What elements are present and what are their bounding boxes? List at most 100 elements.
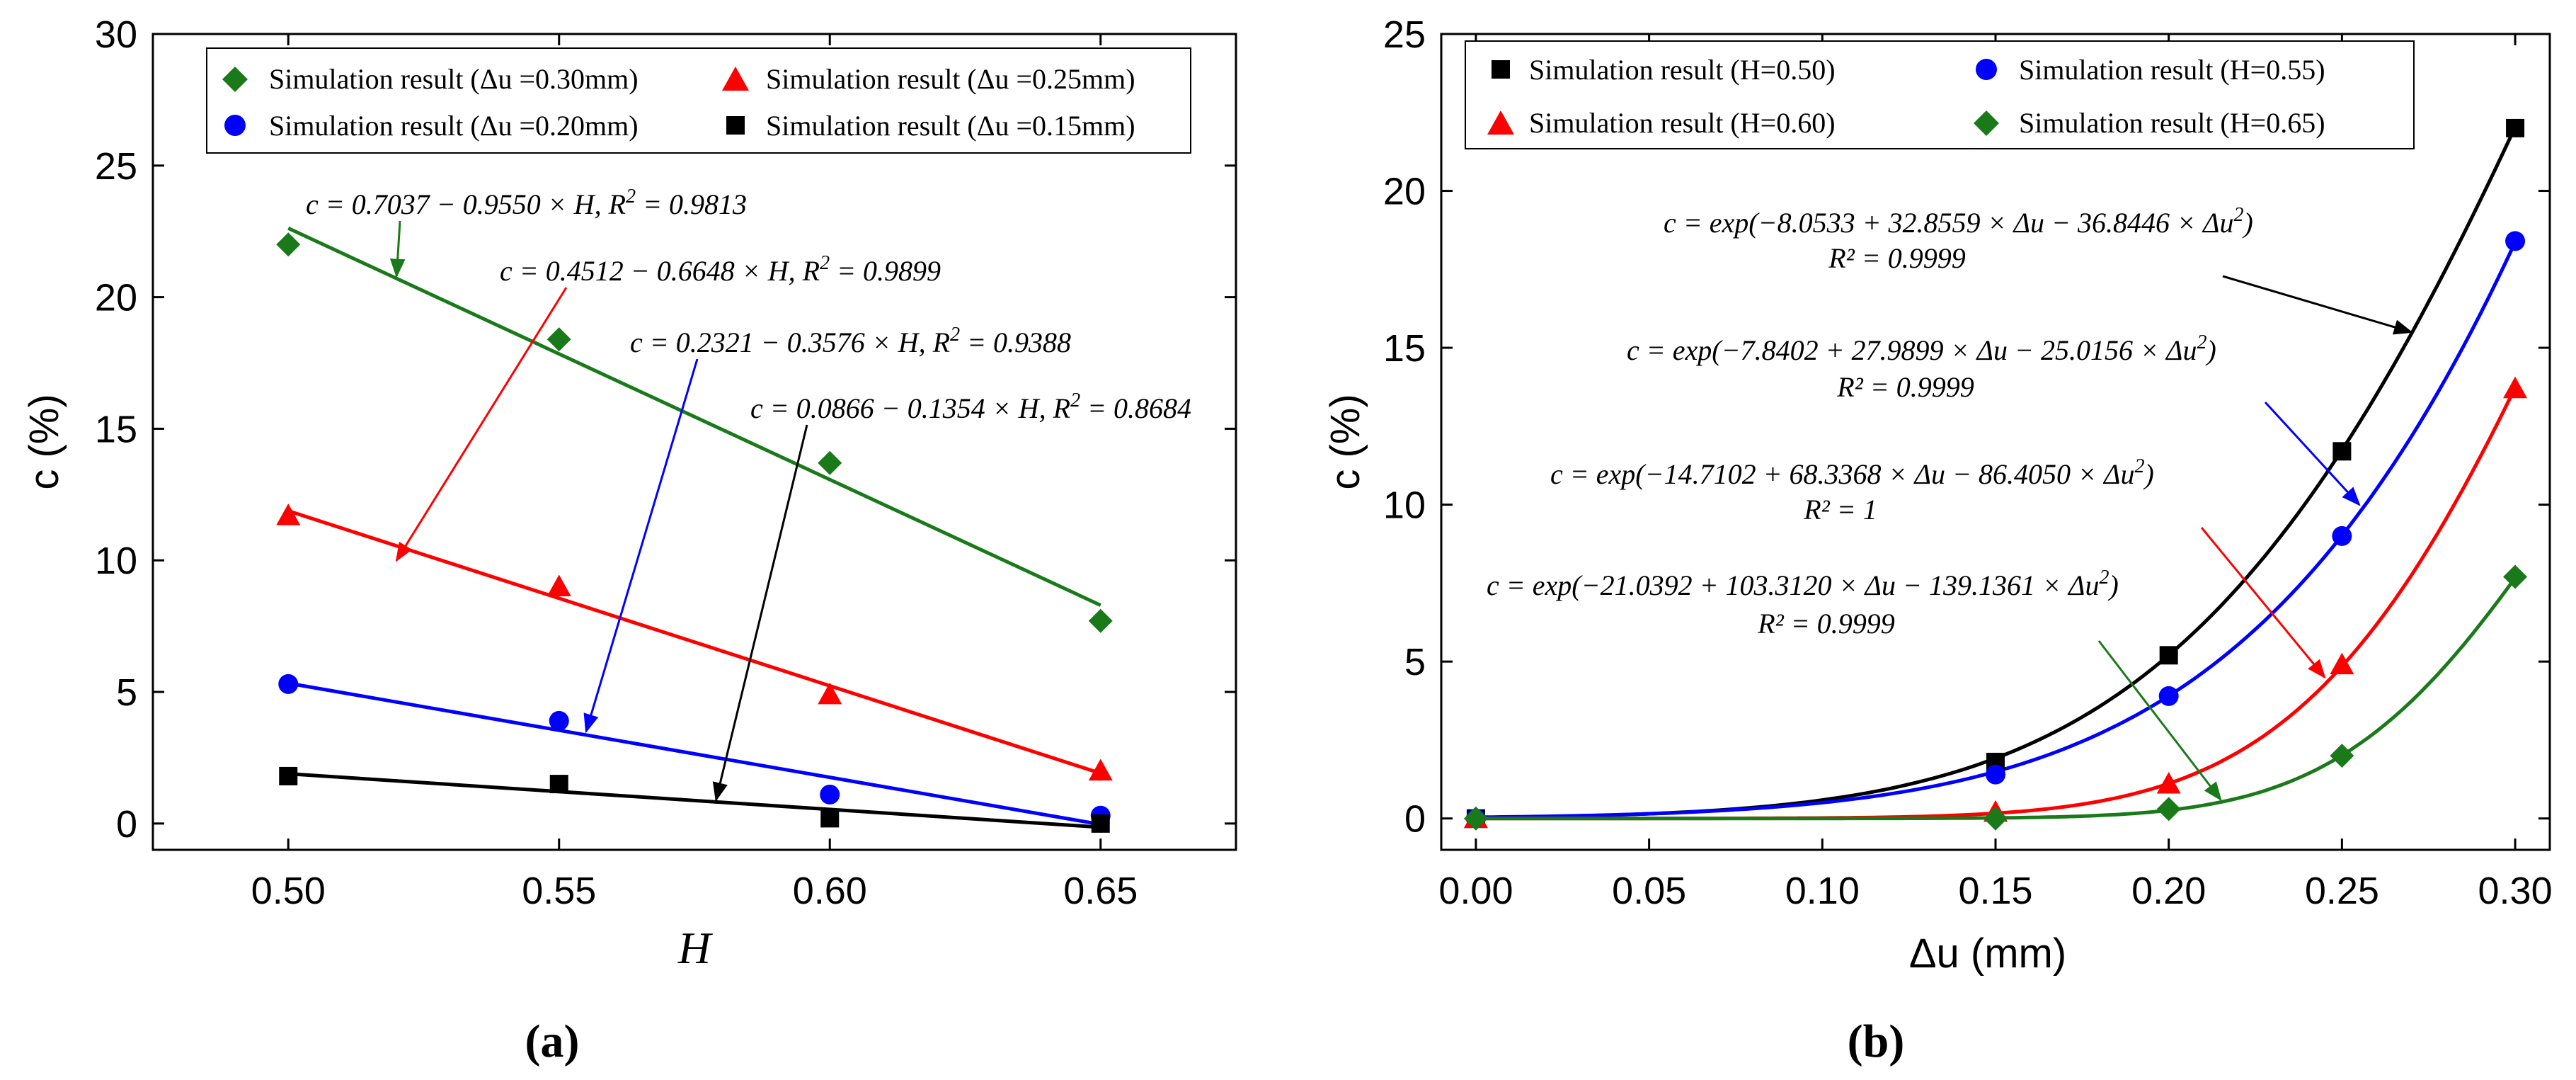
data-point-triangle: [2503, 376, 2528, 399]
x-tick-label: 0.20: [2131, 870, 2206, 912]
fit-lines-a: [287, 226, 1101, 829]
x-axis-label-b: Δu (mm): [1909, 931, 2066, 977]
legend-box-a: [206, 47, 1191, 154]
legend-item-b-050: Simulation result (H=0.50): [1492, 54, 1836, 86]
x-tick-label: 0.00: [1438, 870, 1513, 912]
r2-b-050: R² = 0.9999: [1828, 242, 1965, 274]
legend-marker-triangle: [722, 67, 749, 91]
data-point-diamond: [276, 232, 301, 257]
annotation-arrow: [2222, 275, 2413, 335]
axis-ticks-b: 0.00 0.05 0.10 0.15 0.20 0.25 0.30 0 5 10 15 20 25: [1383, 13, 2553, 912]
data-point-diamond: [2503, 564, 2528, 589]
legend-marker-circle: [224, 115, 246, 136]
equation-a-025: c = 0.4512 − 0.6648 × H, R2 = 0.9899: [500, 252, 941, 287]
data-point-square: [279, 766, 298, 785]
equation-a-030: c = 0.7037 − 0.9550 × H, R2 = 0.9813: [306, 186, 747, 220]
data-points-a: [276, 232, 1113, 833]
annotation-arrow: [395, 287, 568, 562]
x-tick-label: 0.25: [2305, 870, 2379, 912]
x-tick-label: 0.65: [1063, 870, 1138, 912]
equation-a-020: c = 0.2321 − 0.3576 × H, R2 = 0.9388: [630, 324, 1071, 358]
r2-b-065: R² = 0.9999: [1757, 608, 1894, 640]
data-point-circle: [278, 673, 299, 694]
data-point-square: [549, 775, 568, 794]
y-tick-label: 10: [95, 540, 137, 582]
annotation-arrow: [2097, 640, 2222, 802]
data-point-triangle: [546, 574, 571, 596]
x-tick-label: 0.30: [2478, 870, 2553, 912]
data-point-circle: [1986, 764, 2005, 785]
annotation-arrows-a: [389, 220, 808, 802]
y-tick-label: 0: [116, 803, 137, 846]
x-tick-label: 0.55: [522, 870, 596, 912]
data-point-diamond: [818, 450, 842, 475]
y-tick-label: 20: [1383, 171, 1426, 213]
x-tick-label: 0.10: [1785, 870, 1860, 912]
axis-ticks-a: 0.50 0.55 0.60 0.65 0 5 10 15 20 25 30: [95, 13, 1236, 912]
legend-box-b: [1465, 40, 2415, 149]
y-tick-label: 20: [95, 277, 137, 319]
data-point-triangle: [276, 504, 301, 525]
data-point-circle: [820, 784, 840, 805]
plot-frame-a: [151, 33, 1237, 851]
panel-label-b: (b): [1848, 1016, 1905, 1067]
annotation-arrow: [583, 358, 699, 734]
legend-item-b-060: Simulation result (H=0.60): [1487, 107, 1836, 139]
legend-marker-circle: [1976, 59, 1997, 80]
legend-marker-diamond: [222, 67, 248, 92]
legend-a: Simulation result (Δu =0.30mm) Simulatio…: [222, 63, 1135, 142]
annotation-arrow: [389, 220, 406, 278]
fit-line-series-1: [1475, 241, 2517, 819]
y-axis-label-a: c (%): [21, 394, 67, 489]
equation-a-015: c = 0.0866 − 0.1354 × H, R2 = 0.8684: [750, 390, 1191, 424]
equation-b-050: c = exp(−8.0533 + 32.8559 × Δu − 36.8446…: [1664, 204, 2253, 239]
fit-line-series-0: [287, 226, 1101, 607]
legend-b: Simulation result (H=0.50) Simulation re…: [1487, 54, 2325, 139]
y-tick-label: 5: [1404, 641, 1426, 683]
data-point-square: [2159, 646, 2178, 665]
r2-b-055: R² = 0.9999: [1836, 371, 1974, 403]
y-tick-label: 10: [1383, 484, 1426, 527]
equation-b-065: c = exp(−21.0392 + 103.3120 × Δu − 139.1…: [1487, 567, 2119, 601]
fit-equations-a: c = 0.7037 − 0.9550 × H, R2 = 0.9813 c =…: [306, 186, 1191, 424]
data-point-diamond: [1088, 608, 1113, 633]
x-tick-label: 0.15: [1958, 870, 2032, 912]
y-tick-label: 30: [95, 13, 137, 56]
data-point-diamond: [1983, 806, 2008, 831]
legend-marker-diamond: [1974, 110, 1999, 136]
x-tick-label: 0.50: [251, 870, 326, 912]
legend-item-a-030: Simulation result (Δu =0.30mm): [222, 63, 639, 95]
data-point-square: [2332, 442, 2352, 461]
annotation-arrow: [712, 424, 808, 802]
legend-marker-square: [1492, 60, 1510, 79]
y-axis-label-b: c (%): [1322, 394, 1368, 489]
x-tick-label: 0.60: [793, 870, 867, 912]
y-tick-label: 25: [1383, 13, 1426, 56]
data-point-circle: [2505, 231, 2526, 251]
legend-item-a-015: Simulation result (Δu =0.15mm): [726, 110, 1135, 142]
legend-item-b-065: Simulation result (H=0.65): [1974, 107, 2325, 139]
annotation-arrow: [2264, 401, 2361, 506]
data-point-circle: [2332, 525, 2352, 546]
data-point-diamond: [546, 327, 571, 352]
legend-label: Simulation result (H=0.50): [1529, 54, 1836, 86]
legend-item-a-025: Simulation result (Δu =0.25mm): [722, 63, 1135, 95]
legend-marker-square: [726, 116, 745, 135]
legend-marker-triangle: [1487, 110, 1514, 135]
data-point-diamond: [2330, 744, 2354, 768]
data-point-diamond: [1463, 806, 1488, 831]
r2-b-060: R² = 1: [1803, 494, 1877, 525]
chart-panel-a: 0.50 0.55 0.60 0.65 0 5 10 15 20 25 30 Simulation …: [21, 13, 1237, 1067]
x-axis-label-a: H: [677, 923, 714, 973]
fit-line-series-3: [288, 772, 1101, 829]
annotation-arrow: [2200, 527, 2326, 679]
data-point-triangle: [2156, 771, 2181, 794]
data-points-b: [1463, 118, 2528, 831]
data-point-triangle: [1088, 758, 1113, 781]
annotation-arrows-b: [2097, 275, 2413, 802]
equation-b-055: c = exp(−7.8402 + 27.9899 × Δu − 25.0156…: [1627, 331, 2216, 366]
legend-label: Simulation result (H=0.60): [1529, 107, 1836, 139]
fit-equations-b: c = exp(−8.0533 + 32.8559 × Δu − 36.8446…: [1487, 204, 2253, 640]
fit-line-series-1: [287, 508, 1101, 775]
